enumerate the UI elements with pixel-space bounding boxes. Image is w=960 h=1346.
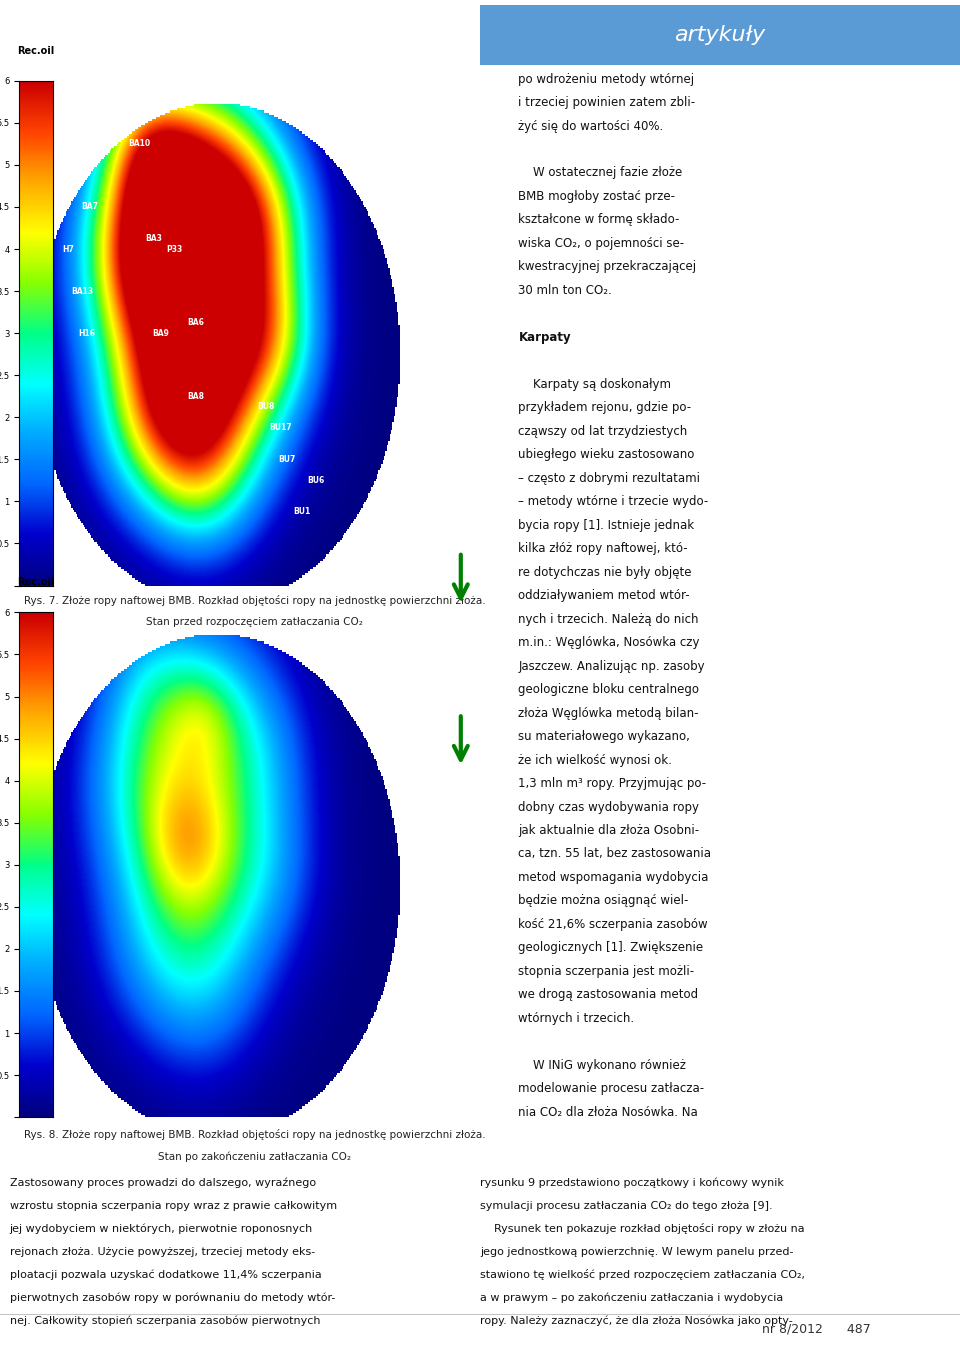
Text: i trzeciej powinien zatem zbli-: i trzeciej powinien zatem zbli- — [518, 96, 696, 109]
Text: żyć się do wartości 40%.: żyć się do wartości 40%. — [518, 120, 663, 132]
Text: wtórnych i trzecich.: wtórnych i trzecich. — [518, 1012, 635, 1024]
Text: rejonach złoża. Użycie powyższej, trzeciej metody eks-: rejonach złoża. Użycie powyższej, trzeci… — [10, 1246, 315, 1257]
Text: jej wydobyciem w niektórych, pierwotnie roponosnych: jej wydobyciem w niektórych, pierwotnie … — [10, 1224, 313, 1234]
Text: – metody wtórne i trzecie wydo-: – metody wtórne i trzecie wydo- — [518, 495, 708, 509]
Text: BA13: BA13 — [72, 287, 94, 296]
Text: H7: H7 — [62, 245, 75, 253]
Text: złoża Węglówka metodą bilan-: złoża Węglówka metodą bilan- — [518, 707, 699, 720]
Text: będzie można osiągnąć wiel-: będzie można osiągnąć wiel- — [518, 895, 688, 907]
Text: BA8: BA8 — [187, 392, 204, 401]
Text: m.in.: Węglówka, Nosówka czy: m.in.: Węglówka, Nosówka czy — [518, 637, 700, 649]
Text: BA3: BA3 — [145, 234, 161, 244]
Text: geologiczne bloku centralnego: geologiczne bloku centralnego — [518, 684, 700, 696]
Text: kwestracyjnej przekraczającej: kwestracyjnej przekraczającej — [518, 260, 697, 273]
Text: Rys. 8. Złoże ropy naftowej BMB. Rozkład objętości ropy na jednostkę powierzchni: Rys. 8. Złoże ropy naftowej BMB. Rozkład… — [24, 1129, 485, 1140]
Text: BA9: BA9 — [152, 328, 169, 338]
Text: ropy. Należy zaznaczyć, że dla złoża Nosówka jako opty-: ropy. Należy zaznaczyć, że dla złoża Nos… — [480, 1316, 793, 1326]
Text: BU17: BU17 — [269, 423, 292, 432]
Text: kilka złóż ropy naftowej, któ-: kilka złóż ropy naftowej, któ- — [518, 542, 688, 555]
Text: BA7: BA7 — [82, 202, 98, 211]
Text: Stan przed rozpoczęciem zatłaczania CO₂: Stan przed rozpoczęciem zatłaczania CO₂ — [146, 618, 363, 627]
Text: rysunku 9 przedstawiono początkowy i końcowy wynik: rysunku 9 przedstawiono początkowy i koń… — [480, 1178, 784, 1187]
Text: że ich wielkość wynosi ok.: że ich wielkość wynosi ok. — [518, 754, 672, 767]
Text: W INiG wykonano również: W INiG wykonano również — [518, 1059, 686, 1071]
Text: stopnia sczerpania jest możli-: stopnia sczerpania jest możli- — [518, 965, 694, 979]
Text: 30 mln ton CO₂.: 30 mln ton CO₂. — [518, 284, 612, 297]
Text: pierwotnych zasobów ropy w porównaniu do metody wtór-: pierwotnych zasobów ropy w porównaniu do… — [10, 1292, 335, 1303]
Text: ca, tzn. 55 lat, bez zastosowania: ca, tzn. 55 lat, bez zastosowania — [518, 848, 711, 860]
Text: BU6: BU6 — [307, 476, 324, 485]
Text: bycia ropy [1]. Istnieje jednak: bycia ropy [1]. Istnieje jednak — [518, 518, 694, 532]
Text: ploatacji pozwala uzyskać dodatkowe 11,4% sczerpania: ploatacji pozwala uzyskać dodatkowe 11,4… — [10, 1269, 322, 1280]
Text: wiska CO₂, o pojemności se-: wiska CO₂, o pojemności se- — [518, 237, 684, 250]
Text: BU8: BU8 — [257, 402, 275, 412]
Text: W ostatecznej fazie złoże: W ostatecznej fazie złoże — [518, 167, 683, 179]
Text: oddziaływaniem metod wtór-: oddziaływaniem metod wtór- — [518, 590, 690, 602]
Text: dobny czas wydobywania ropy: dobny czas wydobywania ropy — [518, 801, 700, 813]
Text: BU7: BU7 — [278, 455, 296, 464]
Text: Rys. 7. Złoże ropy naftowej BMB. Rozkład objętości ropy na jednostkę powierzchni: Rys. 7. Złoże ropy naftowej BMB. Rozkład… — [24, 595, 485, 606]
Text: cząwszy od lat trzydziestych: cząwszy od lat trzydziestych — [518, 425, 687, 437]
Text: przykładem rejonu, gdzie po-: przykładem rejonu, gdzie po- — [518, 401, 691, 415]
Text: wzrostu stopnia sczerpania ropy wraz z prawie całkowitym: wzrostu stopnia sczerpania ropy wraz z p… — [10, 1201, 337, 1210]
Text: Jaszczew. Analizując np. zasoby: Jaszczew. Analizując np. zasoby — [518, 660, 705, 673]
Text: Karpaty: Karpaty — [518, 331, 571, 343]
Text: Karpaty są doskonałym: Karpaty są doskonałym — [518, 378, 671, 390]
Text: BU1: BU1 — [293, 507, 310, 517]
Text: 1,3 mln m³ ropy. Przyjmując po-: 1,3 mln m³ ropy. Przyjmując po- — [518, 777, 707, 790]
Text: Rysunek ten pokazuje rozkład objętości ropy w złożu na: Rysunek ten pokazuje rozkład objętości r… — [480, 1224, 804, 1234]
Text: stawiono tę wielkość przed rozpoczęciem zatłaczania CO₂,: stawiono tę wielkość przed rozpoczęciem … — [480, 1269, 805, 1280]
Text: nych i trzecich. Należą do nich: nych i trzecich. Należą do nich — [518, 612, 699, 626]
Text: re dotychczas nie były objęte: re dotychczas nie były objęte — [518, 565, 692, 579]
Text: symulacji procesu zatłaczania CO₂ do tego złoża [9].: symulacji procesu zatłaczania CO₂ do teg… — [480, 1201, 773, 1210]
Text: P33: P33 — [166, 245, 182, 253]
Text: nr 8/2012      487: nr 8/2012 487 — [761, 1323, 871, 1335]
Text: Zastosowany proces prowadzi do dalszego, wyraźnego: Zastosowany proces prowadzi do dalszego,… — [10, 1178, 316, 1187]
Text: ubiegłego wieku zastosowano: ubiegłego wieku zastosowano — [518, 448, 695, 462]
Text: BA6: BA6 — [187, 318, 204, 327]
Text: BA10: BA10 — [128, 140, 151, 148]
Text: – często z dobrymi rezultatami: – często z dobrymi rezultatami — [518, 471, 701, 485]
Text: Rec.oil: Rec.oil — [17, 46, 55, 55]
Text: Stan po zakończeniu zatłaczania CO₂: Stan po zakończeniu zatłaczania CO₂ — [157, 1151, 351, 1162]
Text: BMB mogłoby zostać prze-: BMB mogłoby zostać prze- — [518, 190, 676, 203]
Text: artykuły: artykuły — [675, 26, 765, 44]
Text: kość 21,6% sczerpania zasobów: kość 21,6% sczerpania zasobów — [518, 918, 708, 931]
Text: Rec.oil: Rec.oil — [17, 577, 55, 587]
Text: H16: H16 — [79, 328, 95, 338]
Text: nia CO₂ dla złoża Nosówka. Na: nia CO₂ dla złoża Nosówka. Na — [518, 1106, 698, 1119]
Text: modelowanie procesu zatłacza-: modelowanie procesu zatłacza- — [518, 1082, 705, 1096]
Text: we drogą zastosowania metod: we drogą zastosowania metod — [518, 988, 699, 1001]
Text: kształcone w formę składo-: kształcone w formę składo- — [518, 214, 680, 226]
Text: su materiałowego wykazano,: su materiałowego wykazano, — [518, 730, 690, 743]
Text: jego jednostkową powierzchnię. W lewym panelu przed-: jego jednostkową powierzchnię. W lewym p… — [480, 1246, 794, 1257]
Text: metod wspomagania wydobycia: metod wspomagania wydobycia — [518, 871, 708, 884]
Text: geologicznych [1]. Zwiększenie: geologicznych [1]. Zwiększenie — [518, 941, 704, 954]
Text: a w prawym – po zakończeniu zatłaczania i wydobycia: a w prawym – po zakończeniu zatłaczania … — [480, 1292, 783, 1303]
FancyBboxPatch shape — [456, 3, 960, 67]
Text: jak aktualnie dla złoża Osobni-: jak aktualnie dla złoża Osobni- — [518, 824, 700, 837]
Text: nej. Całkowity stopień sczerpania zasobów pierwotnych: nej. Całkowity stopień sczerpania zasobó… — [10, 1316, 320, 1326]
Text: po wdrożeniu metody wtórnej: po wdrożeniu metody wtórnej — [518, 73, 694, 86]
